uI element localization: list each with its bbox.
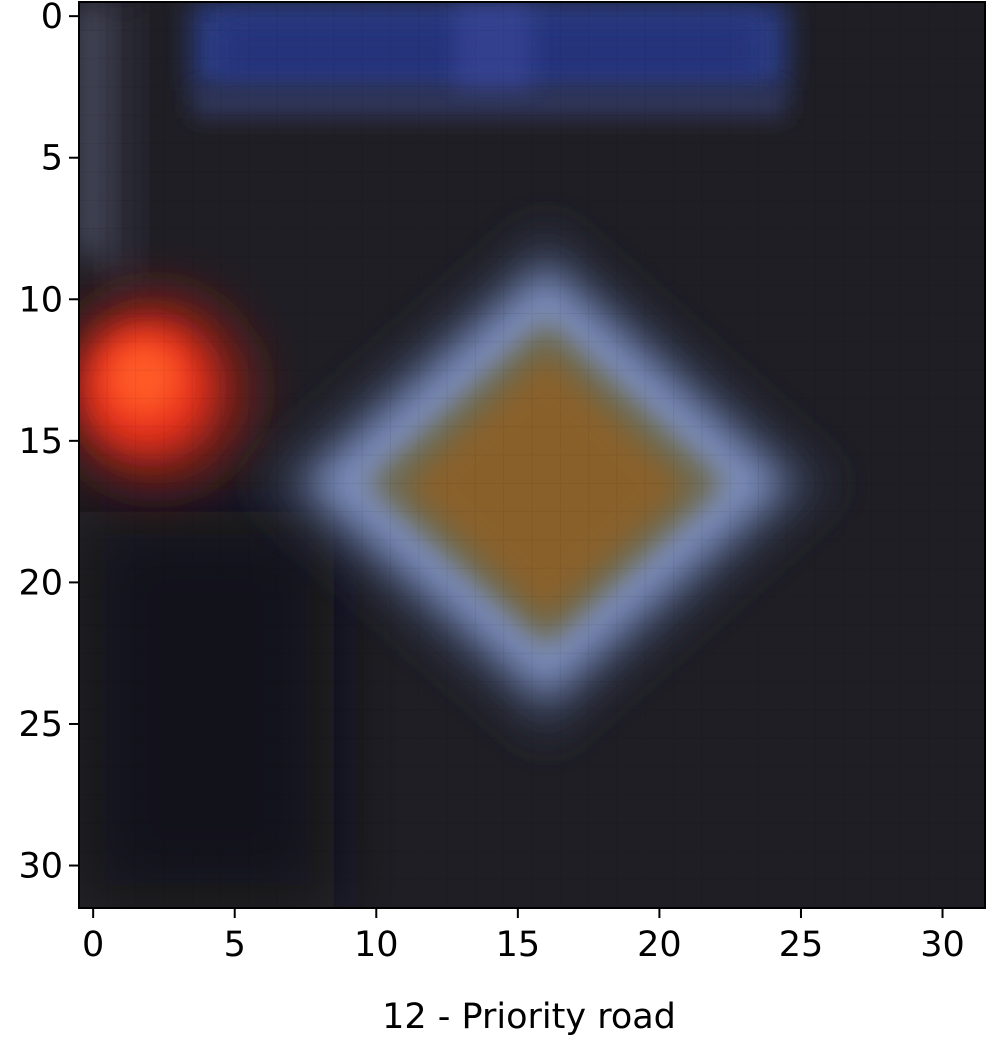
x-axis-label: 12 - Priority road	[382, 997, 676, 1037]
pixel-grid	[79, 2, 985, 908]
heatmap-region-rect	[79, 511, 334, 908]
axes-frame	[78, 1, 986, 909]
heatmap-region-rect	[192, 86, 787, 119]
y-tick-label: 0	[41, 0, 63, 37]
x-tick-label: 30	[920, 925, 965, 965]
y-tick-label: 20	[18, 563, 63, 603]
x-tick-label: 5	[224, 925, 246, 965]
heatmap-region-rect	[79, 2, 108, 257]
y-tick-label: 5	[41, 139, 63, 179]
x-tick-label: 25	[779, 925, 824, 965]
heatmap-region-circle	[107, 341, 181, 416]
y-tick-label: 10	[18, 280, 63, 320]
y-tick-label: 15	[18, 422, 63, 462]
heatmap-region-rect	[107, 2, 136, 286]
heatmap-region-diamond	[404, 353, 688, 620]
heatmap-region-rect	[455, 2, 532, 90]
y-tick-label: 30	[18, 847, 63, 887]
y-tick-label: 25	[18, 705, 63, 745]
heatmap-image	[79, 2, 985, 908]
x-tick-label: 10	[354, 925, 399, 965]
x-tick-label: 20	[637, 925, 682, 965]
axes: 0 5 10 15 20 25 30 0 5 10 15 20 25 30	[18, 0, 986, 965]
x-tick-label: 0	[82, 925, 104, 965]
x-tick-label: 15	[496, 925, 541, 965]
